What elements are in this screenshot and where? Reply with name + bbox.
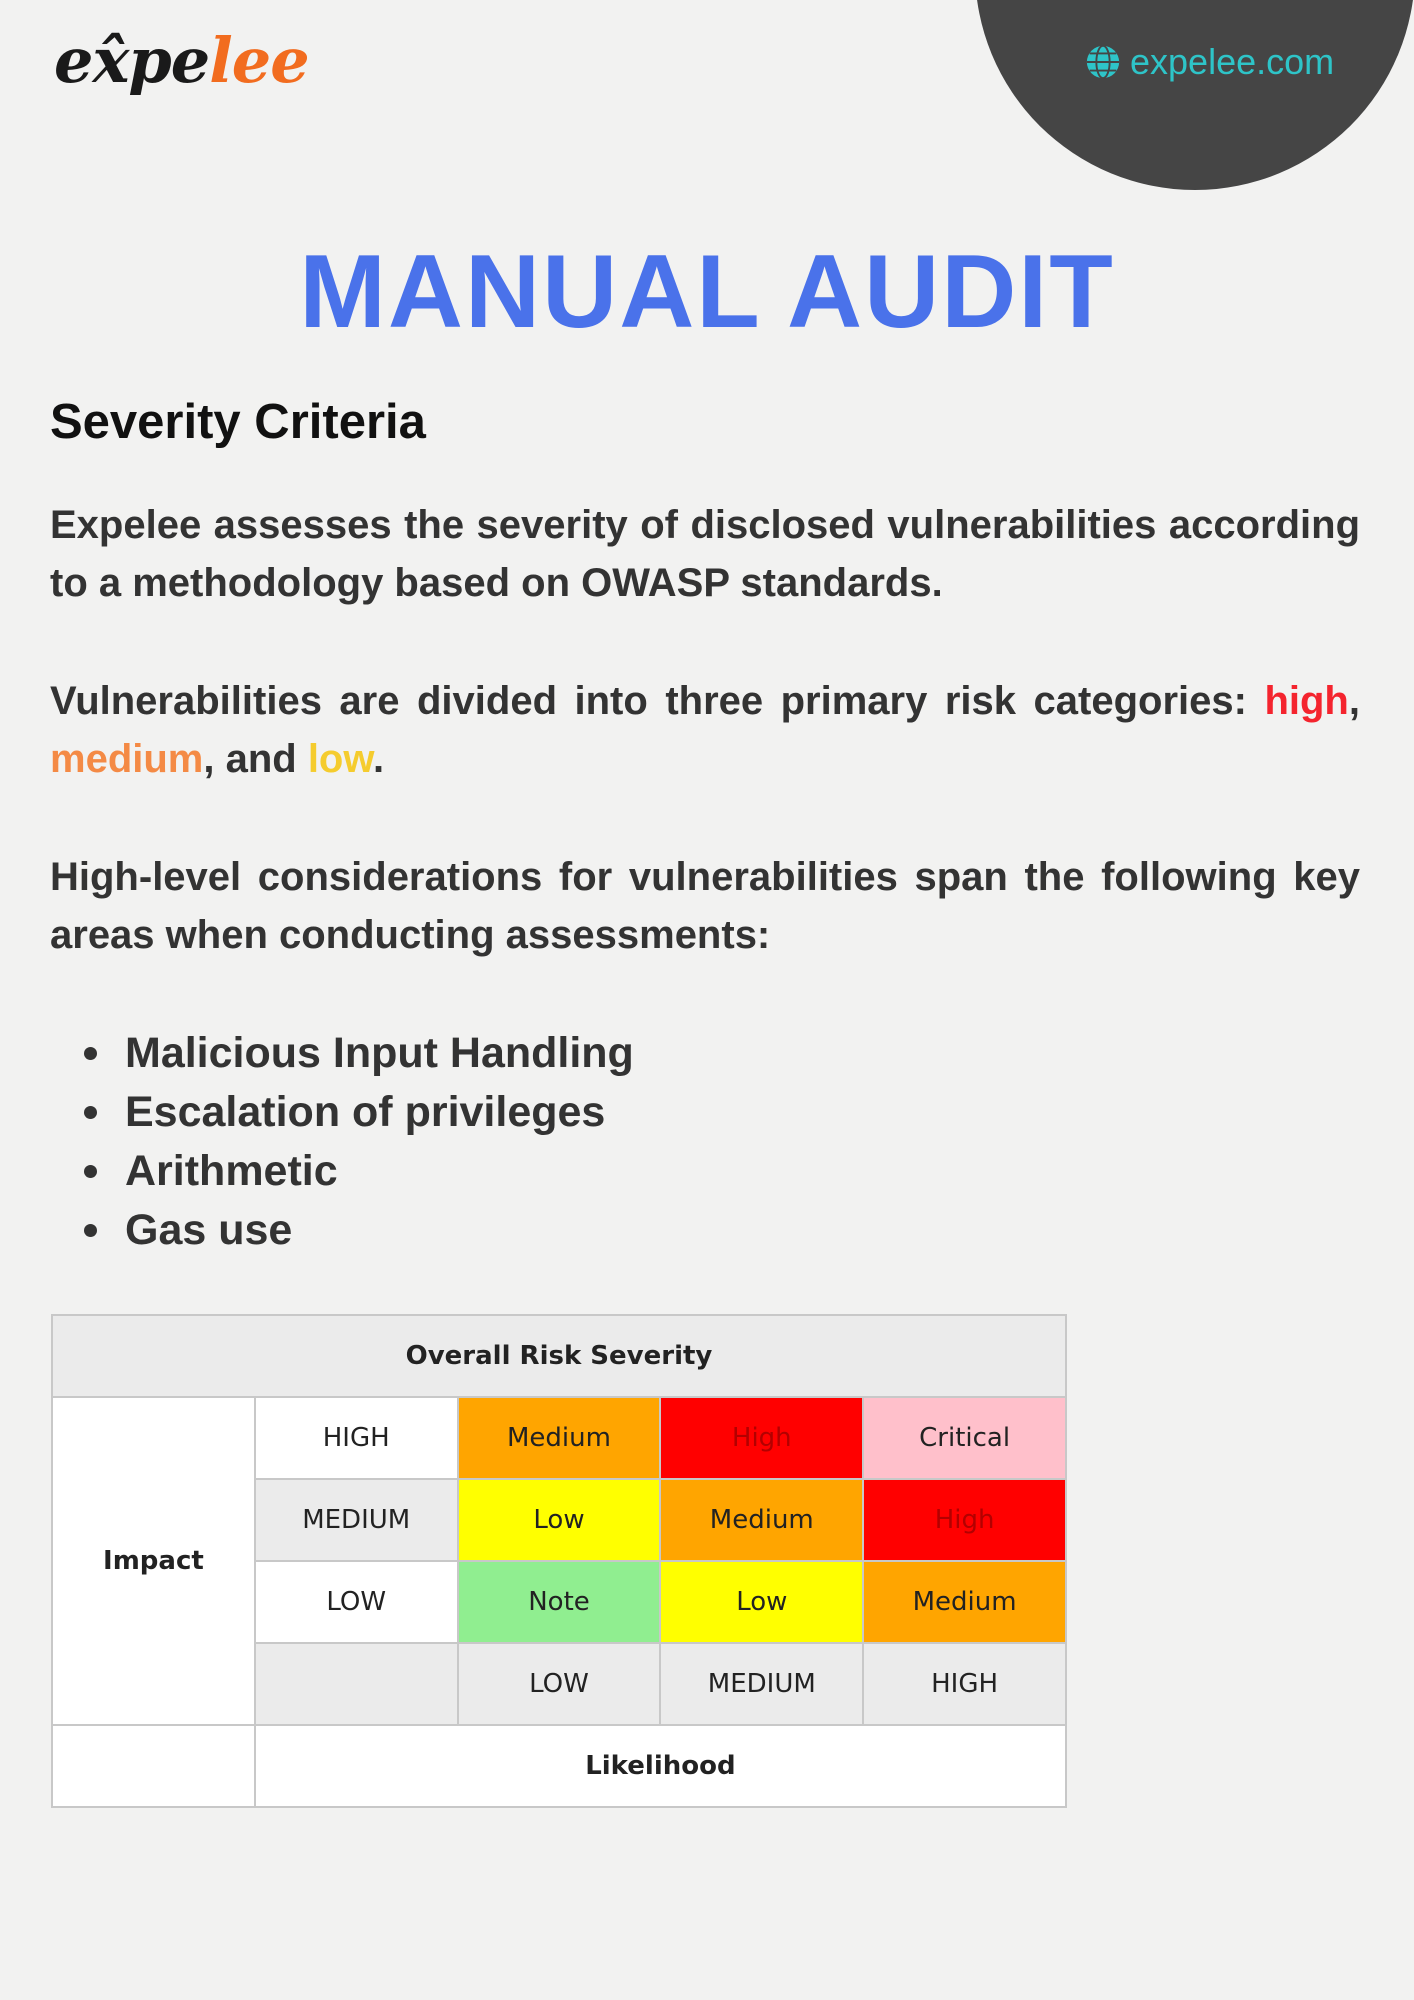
severity-cell: Note [456,1560,662,1644]
website-link[interactable]: expelee.com [1084,42,1334,82]
low-label: low [307,737,373,781]
likelihood-column-label: HIGH [862,1642,1067,1726]
table-title: Overall Risk Severity [51,1314,1067,1398]
list-item: Gas use [70,1201,634,1260]
severity-cell: Medium [862,1560,1067,1644]
list-item: Escalation of privileges [70,1083,634,1142]
page-title: MANUAL AUDIT [299,234,1115,350]
severity-cell: Low [456,1478,662,1562]
bullet-icon [84,1224,97,1237]
likelihood-label: Likelihood [253,1724,1068,1808]
severity-cell: Medium [456,1396,662,1480]
severity-cell: Low [659,1560,865,1644]
expelee-logo: ex̂pelee [54,24,310,97]
bullet-icon [84,1165,97,1178]
severity-cell: High [659,1396,865,1480]
severity-cell: High [862,1478,1067,1562]
website-text[interactable]: expelee.com [1130,41,1335,82]
empty-cell [51,1724,256,1808]
likelihood-column-label: MEDIUM [659,1642,865,1726]
impact-row-label: MEDIUM [253,1478,459,1562]
list-item: Arithmetic [70,1142,634,1201]
impact-row-label: HIGH [253,1396,459,1480]
corner-decoration [975,0,1414,190]
empty-cell [253,1642,459,1726]
intro-paragraph: Expelee assesses the severity of disclos… [50,503,1360,605]
severity-cell: Medium [659,1478,865,1562]
medium-label: medium [50,737,204,781]
impact-label: Impact [51,1396,256,1726]
bullet-icon [84,1047,97,1060]
considerations-paragraph: High-level considerations for vulnerabil… [50,855,1360,957]
section-heading: Severity Criteria [50,395,426,449]
bullet-icon [84,1106,97,1119]
severity-cell: Critical [862,1396,1067,1480]
high-label: high [1264,679,1349,723]
impact-row-label: LOW [253,1560,459,1644]
considerations-list: Malicious Input Handling Escalation of p… [70,1024,634,1260]
risk-severity-table: Overall Risk Severity Impact HIGH Medium… [51,1314,1068,1808]
likelihood-column-label: LOW [456,1642,662,1726]
globe-icon [1086,44,1120,80]
list-item: Malicious Input Handling [70,1024,634,1083]
categories-paragraph: Vulnerabilities are divided into three p… [50,679,1360,781]
